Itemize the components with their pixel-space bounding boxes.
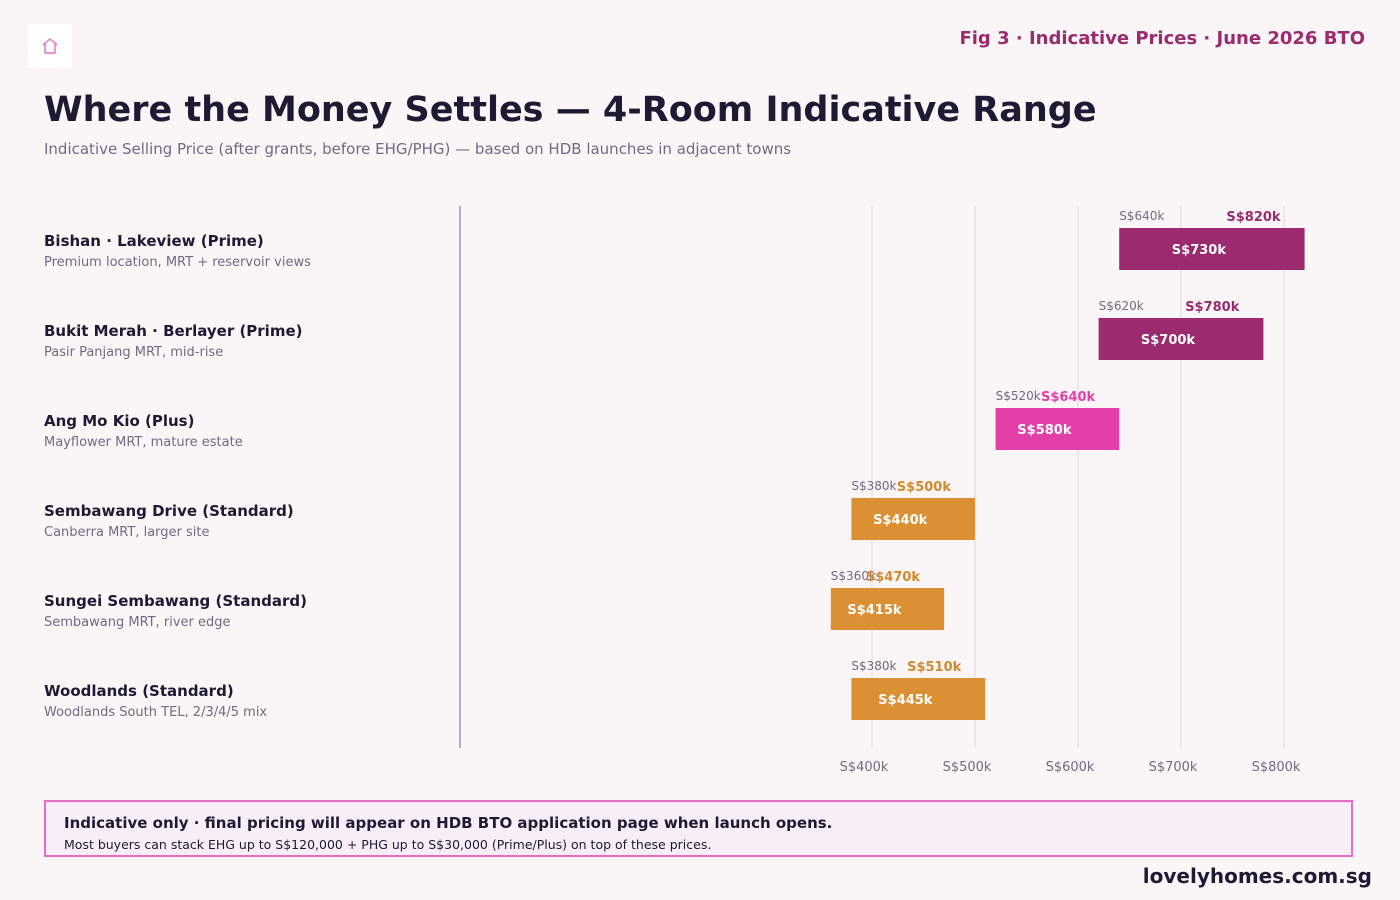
row-name: Woodlands (Standard) [44,682,234,700]
low-value-label: S$620k [1099,299,1144,313]
x-tick-label: S$800k [1252,760,1301,775]
row-name: Sungei Sembawang (Standard) [44,592,307,610]
range-bar [830,588,945,630]
row-label: Sembawang Drive (Standard) Canberra MRT,… [44,502,294,540]
mid-value-label: S$415k [847,603,902,618]
row-name: Ang Mo Kio (Plus) [44,412,195,430]
page-subtitle: Indicative Selling Price (after grants, … [44,140,792,158]
high-value-label: S$780k [1185,300,1240,315]
disclaimer-note: Indicative only · final pricing will app… [44,800,1353,857]
range-bar [851,498,975,540]
high-value-label: S$510k [907,660,962,675]
mid-value-label: S$730k [1172,243,1227,258]
high-value-label: S$640k [1041,390,1096,405]
low-value-label: S$520k [996,389,1041,403]
high-value-label: S$470k [866,570,921,585]
mid-value-label: S$445k [878,693,933,708]
row-label: Ang Mo Kio (Plus) Mayflower MRT, mature … [44,412,243,450]
low-value-label: S$360k [831,569,876,583]
range-chart: S$400k S$500k S$600k S$700k S$800k S$640k S$82… [459,206,1305,775]
range-bar [1119,228,1305,270]
mid-value-label: S$580k [1017,423,1072,438]
range-bar [995,408,1120,450]
range-bar [1098,318,1264,360]
row-name: Sembawang Drive (Standard) [44,502,294,520]
mid-value-label: S$700k [1141,333,1196,348]
row-description: Woodlands South TEL, 2/3/4/5 mix [44,705,268,720]
row-label: Sungei Sembawang (Standard) Sembawang MR… [44,592,307,630]
site-footer[interactable]: lovelyhomes.com.sg [1142,864,1372,888]
figure-label: Fig 3 · Indicative Prices · June 2026 BT… [959,28,1365,49]
note-main-text: Indicative only · final pricing will app… [64,814,833,832]
row-name: Bukit Merah · Berlayer (Prime) [44,322,303,340]
row-description: Pasir Panjang MRT, mid-rise [44,345,224,360]
low-value-label: S$380k [851,659,896,673]
home-icon [42,38,58,54]
x-tick-label: S$700k [1149,760,1198,775]
low-value-label: S$640k [1119,209,1164,223]
mid-value-label: S$440k [873,513,928,528]
x-tick-label: S$400k [840,760,889,775]
row-label: Bishan · Lakeview (Prime) Premium locati… [44,232,311,270]
row-description: Premium location, MRT + reservoir views [44,255,311,270]
row-description: Sembawang MRT, river edge [44,615,231,630]
range-bar [851,678,986,720]
x-tick-label: S$500k [943,760,992,775]
row-description: Mayflower MRT, mature estate [44,435,243,450]
high-value-label: S$820k [1226,210,1281,225]
high-value-label: S$500k [897,480,952,495]
note-sub-text: Most buyers can stack EHG up to S$120,00… [64,837,712,852]
logo[interactable] [28,24,72,68]
page-title: Where the Money Settles — 4-Room Indicat… [44,90,1097,130]
row-name: Bishan · Lakeview (Prime) [44,232,264,250]
row-label: Woodlands (Standard) Woodlands South TEL… [44,682,267,720]
low-value-label: S$380k [851,479,896,493]
row-label: Bukit Merah · Berlayer (Prime) Pasir Pan… [44,322,303,360]
row-description: Canberra MRT, larger site [44,525,210,540]
x-tick-label: S$600k [1046,760,1095,775]
